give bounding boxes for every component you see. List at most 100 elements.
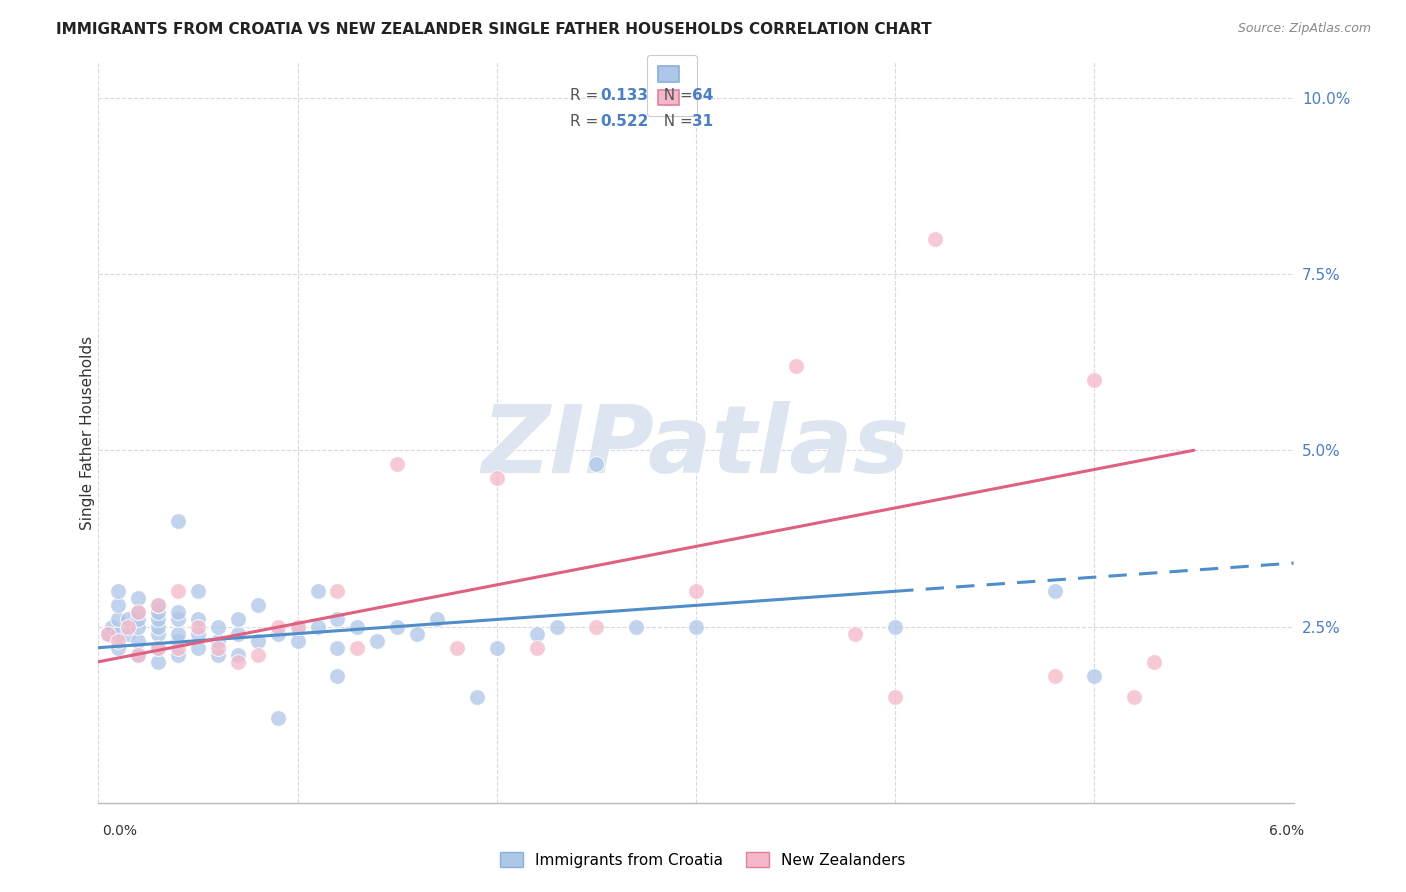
Point [148, 640, 170, 655]
Point [884, 619, 907, 633]
Point [167, 640, 190, 655]
Point [101, 619, 124, 633]
Point [226, 612, 249, 626]
Point [207, 619, 229, 633]
Point [167, 633, 190, 648]
Point [326, 669, 349, 683]
Point [148, 619, 170, 633]
Text: N =: N = [654, 88, 697, 103]
Point [385, 458, 409, 472]
Point [127, 619, 149, 633]
Point [167, 648, 190, 662]
Point [626, 619, 648, 633]
Text: IMMIGRANTS FROM CROATIA VS NEW ZEALANDER SINGLE FATHER HOUSEHOLDS CORRELATION CH: IMMIGRANTS FROM CROATIA VS NEW ZEALANDER… [56, 22, 932, 37]
Point [844, 626, 866, 640]
Point [187, 626, 209, 640]
Point [127, 633, 149, 648]
Point [246, 648, 269, 662]
Point [127, 648, 149, 662]
Point [346, 640, 368, 655]
Point [1043, 669, 1066, 683]
Point [148, 655, 170, 669]
Point [187, 619, 209, 633]
Point [1083, 669, 1105, 683]
Point [685, 619, 707, 633]
Point [267, 619, 290, 633]
Point [785, 359, 807, 373]
Point [148, 606, 170, 620]
Point [546, 619, 568, 633]
Point [685, 584, 707, 599]
Point [1123, 690, 1146, 704]
Point [187, 584, 209, 599]
Point [485, 471, 508, 485]
Text: 0.0%: 0.0% [103, 824, 136, 838]
Point [1043, 584, 1066, 599]
Point [246, 633, 269, 648]
Point [97, 626, 120, 640]
Point [148, 599, 170, 613]
Point [107, 626, 129, 640]
Point [167, 606, 190, 620]
Point [585, 458, 607, 472]
Text: 0.133: 0.133 [600, 88, 648, 103]
Point [226, 626, 249, 640]
Point [326, 640, 349, 655]
Point [167, 626, 190, 640]
Point [148, 612, 170, 626]
Point [226, 648, 249, 662]
Point [366, 633, 388, 648]
Point [107, 612, 129, 626]
Point [585, 619, 607, 633]
Point [485, 640, 508, 655]
Y-axis label: Single Father Households: Single Father Households [80, 335, 94, 530]
Point [148, 640, 170, 655]
Legend: Immigrants from Croatia, New Zealanders: Immigrants from Croatia, New Zealanders [492, 844, 914, 875]
Point [107, 640, 129, 655]
Point [207, 648, 229, 662]
Legend: , : , [647, 55, 697, 116]
Point [148, 599, 170, 613]
Text: 31: 31 [692, 114, 713, 129]
Point [267, 711, 290, 725]
Point [127, 612, 149, 626]
Point [924, 232, 946, 246]
Point [287, 619, 309, 633]
Point [1083, 373, 1105, 387]
Point [127, 648, 149, 662]
Point [187, 640, 209, 655]
Text: ZIPatlas: ZIPatlas [482, 401, 910, 493]
Point [287, 619, 309, 633]
Point [207, 633, 229, 648]
Point [117, 619, 139, 633]
Point [465, 690, 488, 704]
Point [226, 655, 249, 669]
Point [246, 599, 269, 613]
Point [97, 626, 120, 640]
Point [426, 612, 449, 626]
Point [107, 633, 129, 648]
Point [267, 626, 290, 640]
Point [167, 514, 190, 528]
Point [167, 584, 190, 599]
Point [446, 640, 468, 655]
Point [346, 619, 368, 633]
Text: Source: ZipAtlas.com: Source: ZipAtlas.com [1237, 22, 1371, 36]
Point [287, 633, 309, 648]
Point [884, 690, 907, 704]
Point [326, 584, 349, 599]
Point [207, 640, 229, 655]
Point [326, 612, 349, 626]
Point [1143, 655, 1166, 669]
Text: R =: R = [571, 114, 603, 129]
Point [107, 599, 129, 613]
Point [526, 640, 548, 655]
Point [127, 606, 149, 620]
Point [127, 591, 149, 606]
Point [117, 626, 139, 640]
Text: N =: N = [654, 114, 697, 129]
Point [148, 626, 170, 640]
Point [406, 626, 429, 640]
Text: 6.0%: 6.0% [1270, 824, 1303, 838]
Point [385, 619, 409, 633]
